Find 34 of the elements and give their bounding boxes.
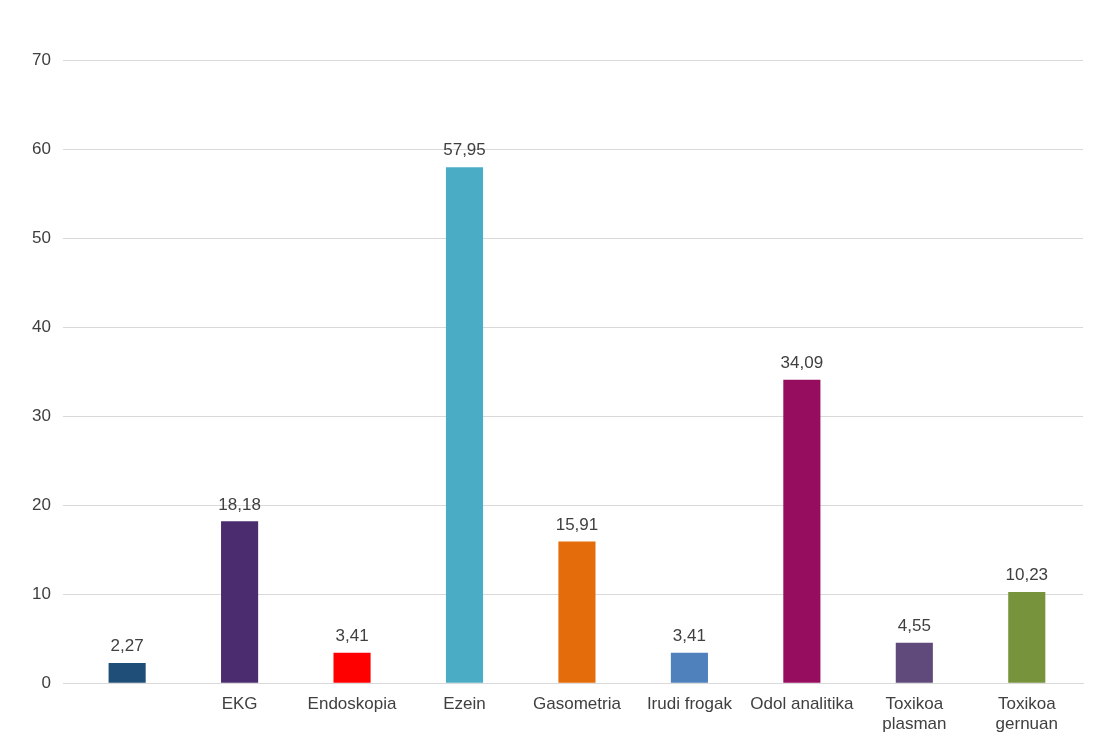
data-label: 3,41	[335, 626, 369, 646]
x-tick-label: Gasometria	[533, 694, 622, 714]
x-tick-label: EKG	[221, 694, 258, 714]
y-tick-label: 10	[31, 583, 51, 603]
y-tick-label: 30	[31, 405, 51, 425]
y-tick-label: 60	[31, 138, 51, 158]
data-label: 34,09	[780, 352, 824, 372]
data-label: 18,18	[218, 494, 261, 514]
bar	[670, 652, 708, 683]
x-tick-label: Toxikoa plasman	[882, 694, 947, 734]
bar	[108, 662, 146, 683]
data-label: 15,91	[555, 514, 599, 534]
data-label: 3,41	[672, 626, 706, 646]
bar	[783, 379, 821, 683]
y-tick-label: 70	[31, 49, 51, 69]
bar	[445, 167, 484, 683]
x-tick-label: Irudi frogak	[646, 694, 733, 714]
bar	[895, 642, 933, 683]
y-tick-label: 20	[31, 494, 51, 514]
y-tick-label: 50	[31, 227, 51, 247]
data-label: 4,55	[897, 615, 931, 635]
data-label: 57,95	[443, 140, 486, 160]
x-tick-label: Ezein	[443, 694, 486, 714]
x-tick-label: Toxikoa gernuan	[995, 694, 1058, 734]
x-tick-label: Odol analitika	[750, 694, 854, 714]
bar	[333, 652, 371, 683]
data-label: 10,23	[1005, 565, 1049, 585]
bar	[1008, 592, 1046, 683]
y-tick-label: 0	[41, 672, 51, 692]
data-label: 2,27	[110, 636, 144, 656]
y-tick-label: 40	[31, 316, 51, 336]
bar	[558, 541, 596, 683]
bar	[221, 521, 259, 683]
x-tick-label: Endoskopia	[307, 694, 398, 714]
